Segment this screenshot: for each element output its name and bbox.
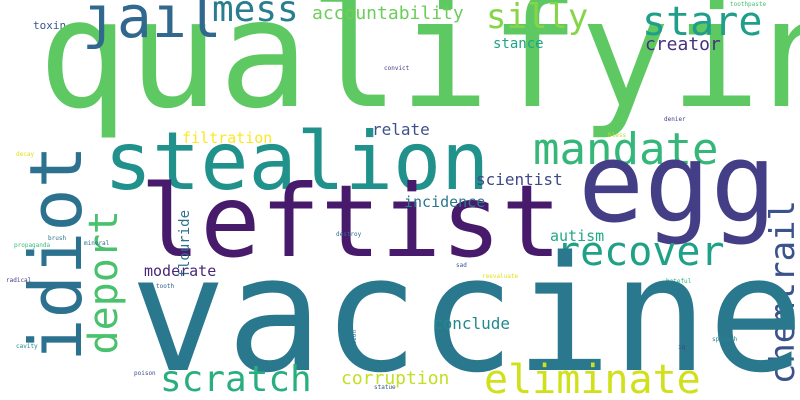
word-hateful: hateful	[666, 278, 692, 285]
word-deport: deport	[81, 210, 127, 355]
word-cavity: cavity	[16, 343, 38, 350]
word-bless: bless	[608, 132, 627, 139]
word-poison: poison	[134, 370, 156, 377]
word-statue: statue	[374, 384, 396, 391]
word-eliminate: eliminate	[484, 357, 701, 400]
word-qualifying: qualifying	[38, 0, 800, 142]
word-decay: decay	[16, 151, 35, 158]
word-mandate: mandate	[533, 124, 719, 175]
word-sad: sad	[456, 262, 467, 269]
word-autism: autism	[550, 227, 605, 245]
word-filtration: filtration	[182, 129, 273, 147]
word-conclude: conclude	[433, 314, 511, 333]
word-leftist: leftist	[140, 163, 562, 280]
word-mineral: mineral	[84, 240, 110, 247]
word-accountability: accountability	[312, 3, 464, 24]
word-iq: iq	[678, 344, 686, 351]
word-toxin: toxin	[33, 19, 67, 32]
word-convict: convict	[384, 65, 410, 72]
word-lion: lion	[351, 330, 358, 345]
word-propaganda: propaganda	[14, 242, 51, 249]
word-moderate: moderate	[144, 262, 217, 280]
word-relate: relate	[372, 120, 430, 139]
word-stare: stare	[642, 0, 763, 45]
word-scientist: scientist	[476, 170, 563, 189]
word-destroy: destroy	[336, 231, 362, 238]
word-incidence: incidence	[404, 193, 486, 211]
word-silly: silly	[486, 0, 589, 37]
word-stance: stance	[493, 36, 544, 52]
word-denier: denier	[664, 116, 686, 123]
word-stealion: stealion	[104, 115, 490, 208]
word-radical: radical	[6, 277, 32, 284]
word-egg: egg	[578, 119, 777, 247]
word-vaccine: vaccine	[130, 221, 800, 400]
word-spinach: spinach	[712, 336, 738, 343]
word-recover: recover	[556, 229, 725, 275]
word-mess: mess	[212, 0, 299, 30]
word-scratch: scratch	[160, 359, 312, 400]
word-reevaluate: reevaluate	[482, 273, 519, 280]
word-jail: jail	[82, 0, 222, 51]
word-tooth: tooth	[156, 283, 175, 290]
word-toothpaste: toothpaste	[730, 1, 767, 8]
word-corruption: corruption	[341, 368, 450, 389]
word-brush: brush	[48, 235, 67, 242]
word-creator: creator	[645, 34, 721, 55]
